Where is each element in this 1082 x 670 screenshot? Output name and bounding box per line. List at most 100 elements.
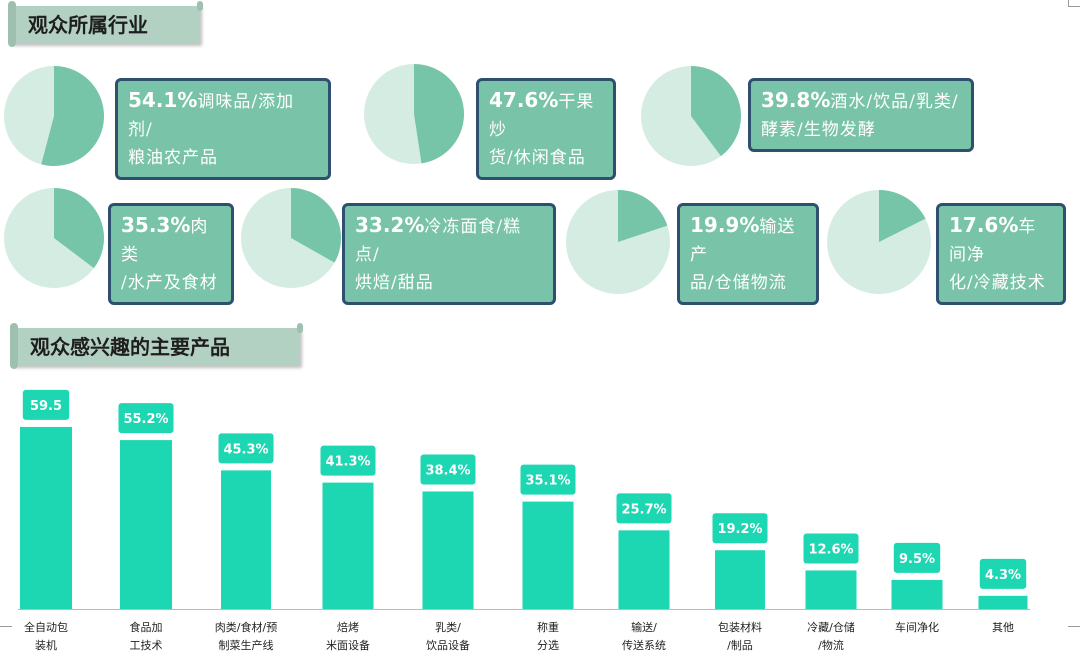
bar-value-label-bg [218, 433, 274, 464]
industry-pie-7 [827, 190, 931, 294]
industry-callout-4: 35.3%肉类/水产及食材 [108, 203, 234, 305]
corner-mark-top-right-v [1068, 0, 1069, 7]
callout-label-line: 干果炒 [489, 92, 595, 140]
callout-label-line: 品/仓储物流 [690, 273, 787, 293]
bar-value-label: 38.4% [425, 463, 470, 478]
x-tick-label: /制品 [727, 639, 753, 652]
callout-percentage: 17.6% [949, 213, 1019, 237]
callout-label-line: 酒水/饮品/乳类/ [830, 92, 959, 112]
bar-5 [422, 491, 474, 609]
bar-2 [120, 440, 172, 609]
industry-pie-4 [4, 188, 104, 288]
bar-value-label-bg [420, 454, 476, 485]
pie-highlight-slice [41, 66, 104, 166]
callout-label-line: /水产及食材 [121, 273, 218, 293]
bar-9 [805, 570, 857, 609]
pie-highlight-slice [291, 188, 341, 263]
corner-mark-bottom-right [1068, 626, 1080, 627]
bar-value-label-bg [22, 389, 70, 420]
x-tick-label: 车间净化 [895, 620, 939, 634]
industry-section-title: 观众所属行业 [8, 1, 203, 47]
callout-percentage: 19.9% [690, 213, 760, 237]
industry-callout-6: 19.9%输送产品/仓储物流 [677, 203, 819, 305]
callout-percentage: 39.8% [761, 88, 831, 112]
industry-callout-7: 17.6%车间净化/冷藏技术 [936, 203, 1066, 305]
industry-pie-3 [641, 66, 741, 166]
x-tick-label: 工技术 [130, 639, 163, 652]
bar-value-label: 19.2% [717, 522, 762, 537]
pie-highlight-slice [879, 190, 926, 242]
callout-label-line: 粮油农产品 [128, 148, 218, 168]
bar-value-label: 12.6% [808, 542, 853, 557]
pie-highlight-slice [414, 64, 464, 164]
industry-callout-2: 47.6%干果炒货/休闲食品 [476, 78, 616, 180]
corner-mark-bottom-left [0, 626, 12, 627]
industry-pie-5 [241, 188, 341, 288]
pie-highlight-slice [54, 188, 104, 269]
bar-6 [522, 501, 574, 609]
callout-label-line: 烘焙/甜品 [355, 273, 434, 293]
corner-mark-top-right [1068, 6, 1080, 7]
bar-value-label: 9.5% [899, 552, 935, 567]
bar-1 [20, 426, 72, 609]
bar-value-label: 59.5 [30, 399, 62, 414]
bar-value-label: 45.3% [223, 442, 268, 457]
callout-percentage: 54.1% [128, 88, 198, 112]
x-tick-label: 传送系统 [622, 638, 666, 652]
bar-10 [891, 579, 943, 609]
bar-value-label-bg [893, 542, 941, 573]
callout-percentage: 33.2% [355, 213, 425, 237]
bar-value-label: 55.2% [123, 412, 168, 427]
callout-label-line: 化/冷藏技术 [949, 273, 1046, 293]
callout-label-line: 肉类 [121, 217, 209, 265]
pie-highlight-slice [691, 66, 741, 157]
callout-label-line: 酵素/生物发酵 [761, 120, 876, 140]
callout-label-line: 输送产 [690, 217, 796, 265]
callout-percentage: 35.3% [121, 213, 191, 237]
bar-4 [322, 482, 374, 609]
callout-label-line: 货/休闲食品 [489, 148, 586, 168]
products-section-title: 观众感兴趣的主要产品 [10, 323, 303, 369]
callout-label-line: 冷冻面食/糕点/ [355, 217, 522, 265]
x-tick-label: 肉类/食材/预 [215, 620, 277, 634]
callout-percentage: 47.6% [489, 88, 559, 112]
callout-label-line: 调味品/添加剂/ [128, 92, 295, 140]
bar-value-label-bg [118, 403, 174, 434]
x-tick-label: /物流 [818, 638, 844, 652]
x-tick-label: 乳类/ [435, 620, 461, 634]
industry-pie-6 [566, 190, 670, 294]
x-tick-label: 米面设备 [326, 638, 370, 652]
bar-7 [618, 530, 670, 609]
x-tick-label: 全自动包 [24, 620, 68, 634]
bar-value-label-bg [320, 445, 376, 476]
x-tick-label: 焙烤 [337, 620, 359, 634]
x-tick-label: 冷藏/仓储 [807, 620, 855, 634]
bar-value-label-bg [979, 558, 1027, 589]
x-tick-label: 包装材料 [718, 620, 762, 634]
industry-callout-3: 39.8%酒水/饮品/乳类/酵素/生物发酵 [748, 78, 974, 152]
x-tick-label: 其他 [992, 621, 1014, 634]
bar-11 [978, 595, 1028, 609]
bar-value-label: 35.1% [525, 474, 570, 489]
callout-label-line: 车间净 [949, 217, 1037, 265]
bar-value-label-bg [520, 464, 576, 495]
bar-value-label: 4.3% [985, 568, 1021, 583]
x-tick-label: 食品加 [130, 620, 163, 634]
bar-value-label: 25.7% [621, 502, 666, 517]
industry-callout-5: 33.2%冷冻面食/糕点/烘焙/甜品 [342, 203, 556, 305]
x-tick-label: 输送/ [631, 620, 657, 634]
x-tick-label: 分选 [537, 639, 559, 652]
x-tick-label: 称重 [537, 620, 559, 634]
bar-value-label-bg [803, 533, 859, 564]
bar-8 [715, 550, 765, 609]
bar-value-label: 41.3% [325, 455, 370, 470]
x-tick-label: 装机 [35, 638, 57, 652]
x-tick-label: 饮品设备 [426, 638, 470, 652]
x-tick-label: 制菜生产线 [219, 638, 274, 652]
industry-pie-2 [364, 64, 464, 164]
pie-highlight-slice [618, 190, 668, 242]
bar-value-label-bg [712, 513, 768, 544]
bar-value-label-bg [616, 493, 672, 524]
industry-pie-1 [4, 66, 104, 166]
